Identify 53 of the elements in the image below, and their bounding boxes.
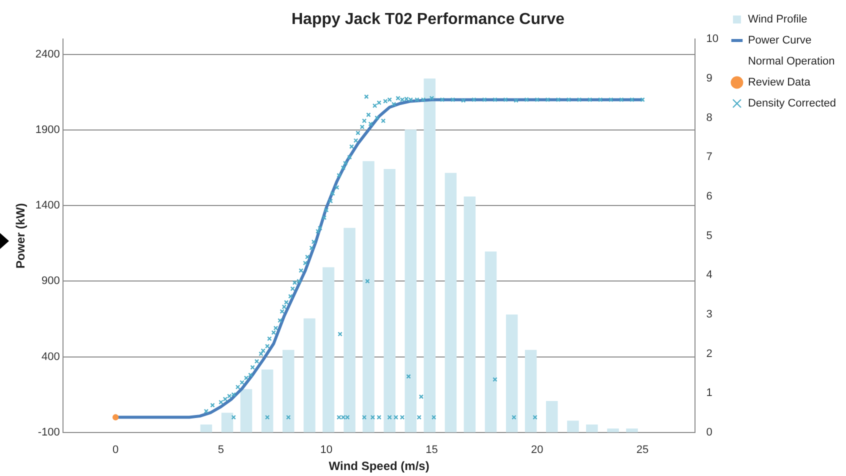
- y2-tick-label: 0: [706, 426, 712, 438]
- bar: [362, 161, 374, 432]
- bar: [586, 424, 598, 432]
- bar: [322, 267, 334, 432]
- y-axis-title: Power (kW): [14, 203, 28, 268]
- bar: [607, 428, 619, 432]
- bar: [344, 228, 356, 432]
- y2-tick-label: 8: [706, 112, 712, 124]
- y2-tick-label: 1: [706, 387, 712, 400]
- bar: [524, 350, 537, 432]
- text: Normal Operation: [748, 56, 835, 68]
- legend-label: Wind Profile: [748, 14, 808, 26]
- y2-tick-label: 10: [706, 33, 718, 46]
- y-tick-label: -100: [38, 426, 60, 438]
- bar: [304, 318, 316, 432]
- y2-tick-label: 6: [706, 190, 712, 203]
- y-tick-label: 400: [42, 350, 60, 363]
- x-tick-label: 0: [112, 444, 119, 456]
- bar: [200, 424, 212, 432]
- x-tick-label: 25: [636, 444, 649, 456]
- bar: [444, 172, 457, 432]
- bar: [221, 412, 234, 432]
- bar: [282, 350, 294, 432]
- y2-tick-label: 4: [706, 269, 712, 282]
- y-tick-label: 1900: [35, 124, 60, 136]
- bar: [261, 369, 274, 432]
- bar: [484, 252, 497, 432]
- bar: [546, 400, 558, 432]
- bar: [464, 196, 476, 432]
- x-axis-title: Wind Speed (m/s): [328, 459, 430, 474]
- bar: [626, 428, 638, 432]
- x-tick-label: 10: [320, 444, 332, 456]
- y2-tick-label: 2: [706, 348, 712, 360]
- chart-title: Happy Jack T02 Performance Curve: [291, 11, 565, 28]
- legend-label: Review Data: [748, 76, 812, 89]
- bar: [506, 314, 518, 432]
- legend-label: Power Curve: [748, 34, 812, 47]
- y-tick-label: 900: [42, 275, 60, 288]
- bar: [424, 78, 436, 432]
- x-tick-label: 15: [426, 444, 438, 456]
- x-tick-label: 20: [531, 444, 544, 456]
- y2-tick-label: 7: [706, 151, 712, 164]
- legend-label: Density Corrected: [748, 98, 836, 110]
- x-tick-label: 5: [218, 444, 224, 456]
- y-tick-label: 2400: [35, 48, 60, 60]
- y-tick-label: 1400: [35, 200, 60, 212]
- bar: [240, 389, 252, 432]
- y2-tick-label: 5: [706, 230, 712, 242]
- bar: [567, 420, 579, 432]
- y2-tick-label: 9: [706, 72, 712, 85]
- y2-tick-label: 3: [706, 308, 712, 320]
- bar: [384, 168, 396, 432]
- bar: [404, 130, 417, 432]
